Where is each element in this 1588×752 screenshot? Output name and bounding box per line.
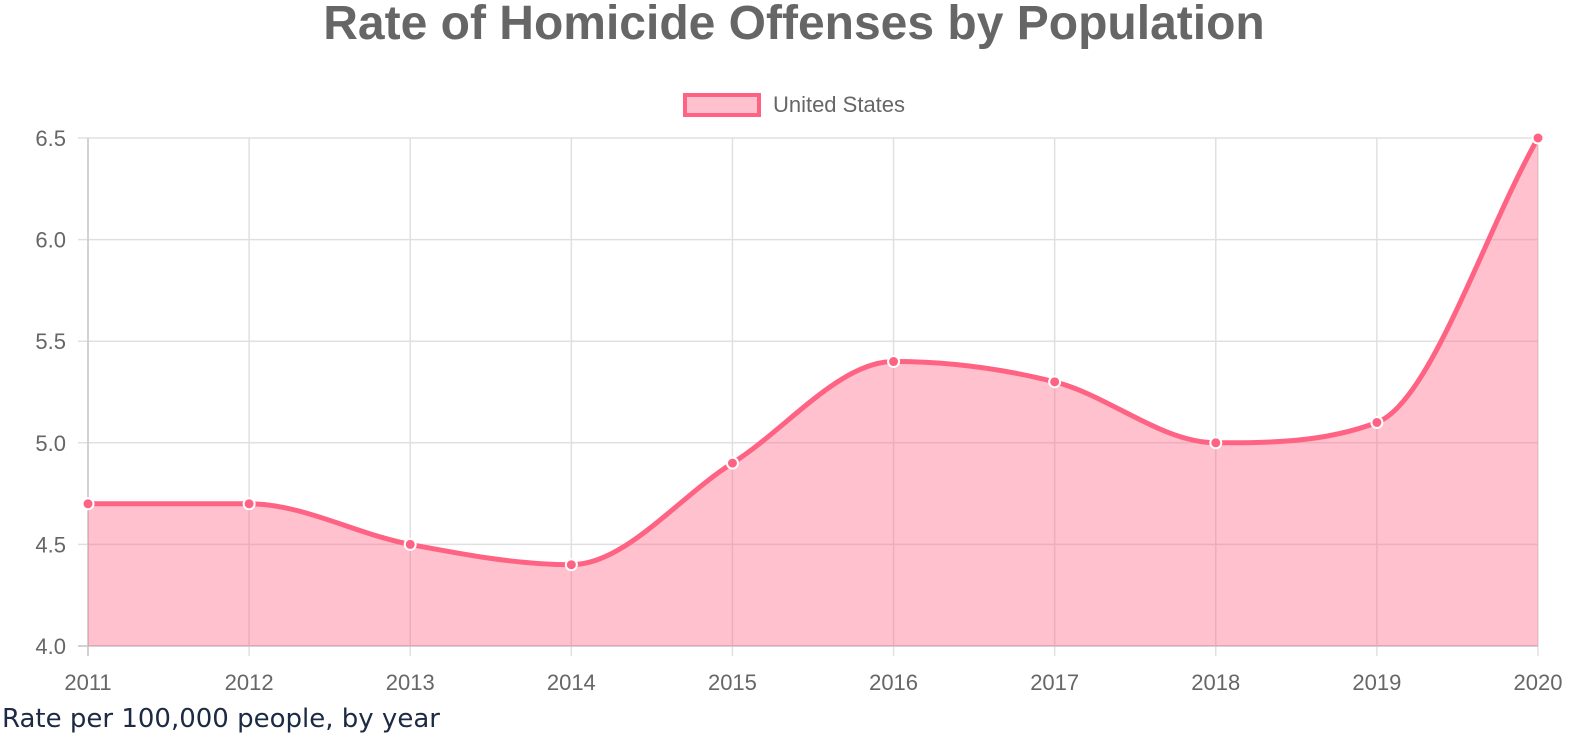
x-tick-label: 2014 bbox=[547, 670, 596, 695]
x-tick-label: 2020 bbox=[1514, 670, 1563, 695]
x-tick-label: 2015 bbox=[708, 670, 757, 695]
x-axis: 2011 2012 2013 2014 2015 2016 2017 2018 2019 2020 bbox=[64, 670, 1562, 695]
data-point bbox=[725, 456, 739, 470]
x-tick-label: 2012 bbox=[225, 670, 274, 695]
x-tick-label: 2016 bbox=[869, 670, 918, 695]
chart-caption: Rate per 100,000 people, by year bbox=[2, 704, 440, 734]
x-tick-label: 2018 bbox=[1191, 670, 1240, 695]
y-tick-label: 6.0 bbox=[35, 228, 66, 253]
grid-lines bbox=[78, 137, 1539, 656]
x-tick-label: 2011 bbox=[64, 670, 111, 695]
chart-title: Rate of Homicide Offenses by Population bbox=[323, 0, 1265, 50]
data-point bbox=[81, 497, 95, 511]
x-tick-label: 2017 bbox=[1030, 670, 1079, 695]
series-area bbox=[88, 138, 1538, 646]
data-point bbox=[1209, 436, 1223, 450]
y-tick-label: 4.0 bbox=[35, 634, 66, 659]
data-point bbox=[564, 558, 578, 572]
y-tick-label: 5.0 bbox=[35, 431, 66, 456]
data-points bbox=[81, 131, 1545, 572]
y-tick-label: 4.5 bbox=[35, 532, 66, 557]
x-tick-label: 2019 bbox=[1352, 670, 1401, 695]
data-point bbox=[403, 537, 417, 551]
legend-swatch bbox=[682, 93, 761, 117]
data-point bbox=[887, 355, 901, 369]
legend[interactable]: United States bbox=[0, 92, 1588, 118]
x-tick-label: 2013 bbox=[386, 670, 435, 695]
data-point bbox=[1370, 415, 1384, 429]
data-point bbox=[1531, 131, 1545, 145]
data-point bbox=[242, 497, 256, 511]
y-tick-label: 6.5 bbox=[35, 126, 66, 151]
y-axis: 4.0 4.5 5.0 5.5 6.0 6.5 bbox=[35, 126, 66, 659]
y-tick-label: 5.5 bbox=[35, 329, 66, 354]
legend-label: United States bbox=[772, 92, 906, 117]
series-line bbox=[87, 136, 1541, 568]
data-point bbox=[1048, 375, 1062, 389]
